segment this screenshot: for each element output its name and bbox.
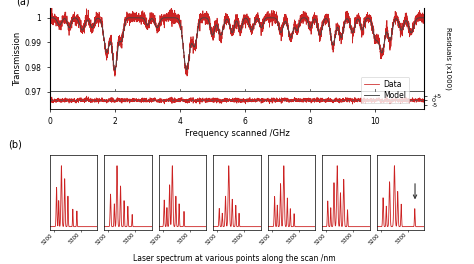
Model (319, 27, 325, 31)
Data (225, 15, 231, 18)
Text: (b): (b) (9, 140, 22, 150)
Data (410, 27, 416, 30)
Model (225, 18, 231, 22)
Data (208, 26, 213, 30)
Model (392, 19, 397, 22)
Data (47, 17, 53, 20)
Data (168, 7, 174, 10)
Data (319, 24, 325, 27)
Model (204, 17, 210, 20)
Y-axis label: Residuals (x1000): Residuals (x1000) (445, 27, 452, 90)
Data (392, 19, 397, 22)
Data (112, 75, 118, 78)
Model (47, 16, 53, 19)
Legend: Data, Model: Data, Model (361, 77, 409, 103)
Model (133, 16, 138, 19)
X-axis label: Frequency scanned /GHz: Frequency scanned /GHz (185, 129, 289, 138)
Model (421, 16, 427, 19)
Model (410, 28, 416, 31)
Line: Model: Model (50, 18, 424, 70)
Model (208, 26, 213, 29)
Data (204, 15, 210, 18)
Text: (a): (a) (16, 0, 30, 7)
Line: Data: Data (50, 8, 424, 76)
Text: Laser spectrum at various points along the scan /nm: Laser spectrum at various points along t… (133, 254, 336, 263)
Y-axis label: Transmission: Transmission (13, 31, 22, 86)
Model (112, 69, 118, 72)
Data (421, 13, 427, 17)
